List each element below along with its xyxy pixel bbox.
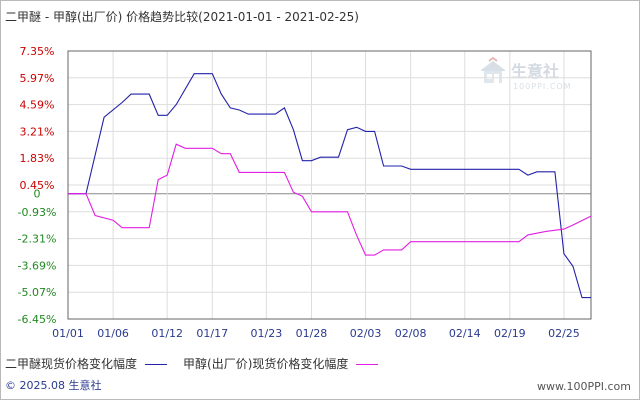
- x-tick-label: 02/03: [350, 327, 382, 340]
- axes: 7.35% 5.97% 4.59% 3.21% 1.83% 0.45%0 -0.93% -2.…: [18, 45, 592, 340]
- grid: [67, 50, 591, 320]
- chart-title: 二甲醚 - 甲醇(出厂价) 价格趋势比较(2021-01-01 - 2021-0…: [5, 10, 359, 24]
- watermark-logo: 生意社 100PPI.COM: [481, 56, 572, 91]
- y-tick-label: 3.21%: [20, 125, 55, 138]
- series-line-2: [68, 143, 592, 256]
- y-tick-label: 0.45%: [20, 179, 55, 192]
- y-tick-label: -2.31%: [18, 233, 57, 246]
- x-tick-label: 01/28: [296, 327, 328, 340]
- plot-border: [67, 50, 592, 320]
- y-tick-label: -6.45%: [18, 313, 57, 326]
- y-tick-label: 0: [34, 188, 41, 201]
- x-tick-label: 01/06: [97, 327, 129, 340]
- y-tick-label: -3.69%: [18, 259, 57, 272]
- x-tick-label: 01/01: [52, 327, 84, 340]
- series-line-1: [68, 73, 591, 299]
- watermark-url: 100PPI.COM: [513, 82, 572, 91]
- legend-swatch-series-2: [356, 364, 379, 365]
- y-tick-label: 7.35%: [20, 45, 55, 58]
- y-tick-label: 4.59%: [20, 99, 55, 112]
- watermark-text: 生意社: [511, 62, 559, 81]
- chart-legend: 二甲醚现货价格变化幅度 甲醇(出厂价)现货价格变化幅度: [5, 355, 384, 372]
- y-tick-label: 5.97%: [20, 72, 55, 85]
- y-tick-label: 1.83%: [20, 152, 55, 165]
- x-tick-label: 02/14: [449, 327, 481, 340]
- x-tick-label: 01/23: [251, 327, 283, 340]
- x-tick-label: 02/25: [548, 327, 580, 340]
- x-tick-label: 01/17: [196, 327, 228, 340]
- x-tick-label: 01/12: [151, 327, 183, 340]
- copyright-text: © 2025.08 生意社: [5, 379, 102, 392]
- x-tick-label: 02/08: [395, 327, 427, 340]
- legend-label-series-2: 甲醇(出厂价)现货价格变化幅度: [183, 357, 349, 371]
- series-lines: [68, 73, 592, 299]
- y-tick-label: -0.93%: [18, 206, 57, 219]
- site-url-link[interactable]: www.100PPI.com: [537, 380, 631, 393]
- y-tick-label: -5.07%: [18, 286, 57, 299]
- x-tick-label: 02/19: [494, 327, 526, 340]
- legend-label-series-1: 二甲醚现货价格变化幅度: [5, 357, 138, 371]
- legend-swatch-series-1: [145, 364, 168, 365]
